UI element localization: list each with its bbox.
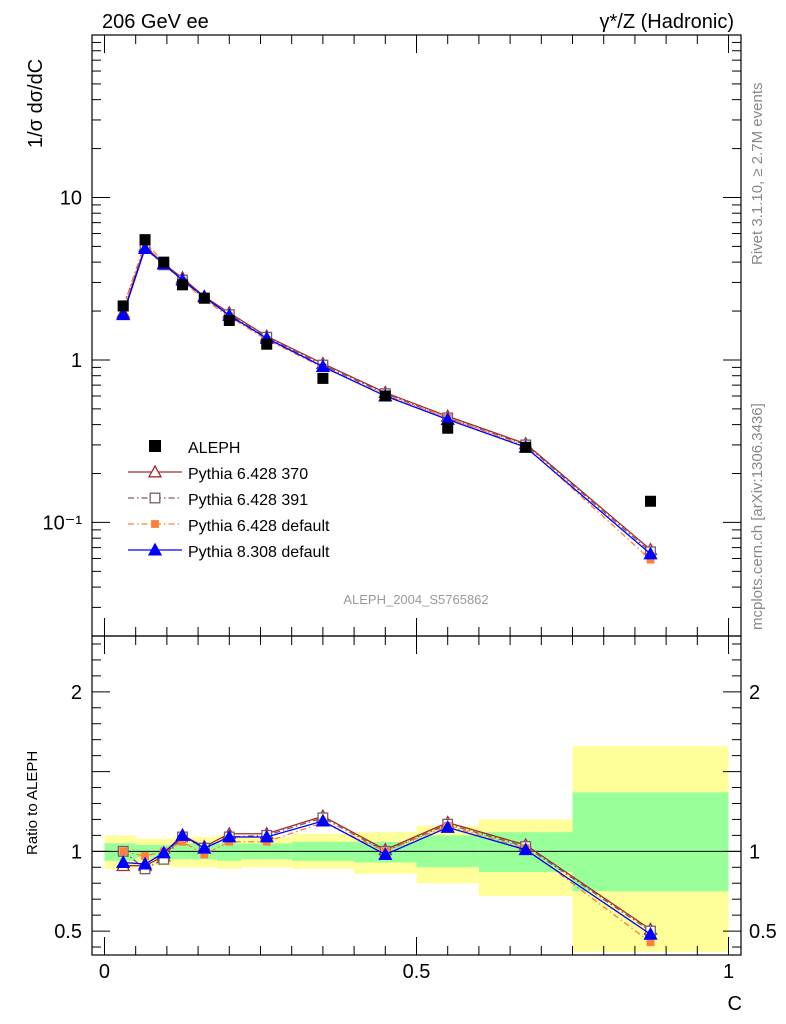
legend-label: Pythia 6.428 391 — [188, 492, 308, 509]
rivet-label: Rivet 3.1.10, ≥ 2.7M events — [749, 83, 766, 266]
ratio-band-inner — [216, 843, 242, 861]
data-point — [442, 422, 454, 434]
legend-marker — [149, 492, 161, 504]
data-point — [520, 441, 532, 453]
data-point — [176, 279, 188, 291]
legend-label-aleph: ALEPH — [188, 440, 240, 457]
series-marker-main — [646, 555, 655, 564]
series-line-main — [122, 241, 651, 561]
ratio-band-inner — [572, 792, 729, 892]
ratio-y-tick-label-left: 2 — [71, 682, 82, 704]
series-marker-ratio — [197, 840, 212, 854]
header-right: γ*/Z (Hadronic) — [600, 11, 734, 33]
main-y-tick-label: 10⁻¹ — [43, 512, 83, 534]
data-point — [117, 300, 129, 312]
series-marker-ratio — [378, 847, 393, 860]
mcplots-label: mcplots.cern.ch [arXiv:1306.3436] — [749, 403, 766, 630]
data-point — [139, 234, 151, 246]
series-marker-ratio — [137, 856, 153, 870]
ratio-y-tick-label-right: 2 — [749, 682, 760, 704]
main-panel: 10⁻¹ 1 10 — [43, 34, 742, 637]
series-marker-ratio — [178, 837, 187, 846]
data-point — [645, 495, 657, 507]
header-left: 206 GeV ee — [102, 11, 209, 33]
series-marker-ratio — [440, 820, 455, 833]
ratio-x-tick-label: 1 — [723, 961, 734, 983]
ratio-ylabel: Ratio to ALEPH — [24, 751, 41, 855]
series-marker-main — [643, 546, 658, 560]
legend-label: Pythia 8.308 default — [188, 544, 330, 561]
ratio-panel: 0 0.5 1 0.5 0.5 1 1 2 2 — [54, 635, 777, 983]
legend-marker-aleph — [149, 440, 161, 452]
ratio-x-tick-label: 0 — [99, 961, 110, 983]
series-marker-ratio — [315, 813, 330, 827]
series-marker-ratio — [518, 842, 533, 856]
ratio-x-tick-label: 0.5 — [403, 961, 431, 983]
series-marker-ratio — [643, 926, 658, 940]
data-point — [379, 390, 391, 402]
ratio-y-tick-label-left: 0.5 — [54, 921, 82, 943]
legend-marker — [147, 464, 163, 478]
data-point — [261, 338, 273, 350]
legend: ALEPH Pythia 6.428 370 Pythia 6.428 391 Pyt… — [128, 440, 330, 561]
series-marker-ratio — [119, 847, 128, 856]
legend-marker — [151, 520, 159, 528]
legend-marker — [147, 542, 163, 556]
ratio-y-tick-label-right: 0.5 — [749, 921, 777, 943]
data-point — [317, 372, 329, 384]
data-point — [158, 256, 170, 268]
data-point — [223, 314, 235, 326]
main-y-tick-label: 10 — [60, 187, 82, 209]
ratio-y-tick-label-right: 1 — [749, 841, 760, 863]
data-point — [198, 292, 210, 304]
series-marker-main — [315, 359, 330, 373]
legend-label: Pythia 6.428 370 — [188, 466, 308, 483]
main-ylabel: 1/σ dσ/dC — [25, 59, 47, 148]
series-marker-ratio — [116, 855, 131, 868]
ratio-y-tick-label-left: 1 — [71, 841, 82, 863]
ratio-xlabel: C — [728, 993, 742, 1015]
series-marker-ratio — [200, 850, 209, 859]
series-marker-ratio — [259, 829, 274, 843]
main-y-tick-label: 1 — [71, 350, 82, 372]
series-marker-ratio — [156, 845, 171, 859]
series-marker-ratio — [175, 828, 190, 841]
series-marker-main — [137, 241, 153, 254]
analysis-watermark: ALEPH_2004_S5765862 — [343, 592, 488, 607]
series-marker-ratio — [141, 852, 149, 861]
legend-label: Pythia 6.428 default — [188, 518, 330, 535]
series-marker-ratio — [222, 829, 237, 843]
series-marker-ratio — [646, 938, 655, 947]
series-marker-main — [116, 307, 131, 321]
